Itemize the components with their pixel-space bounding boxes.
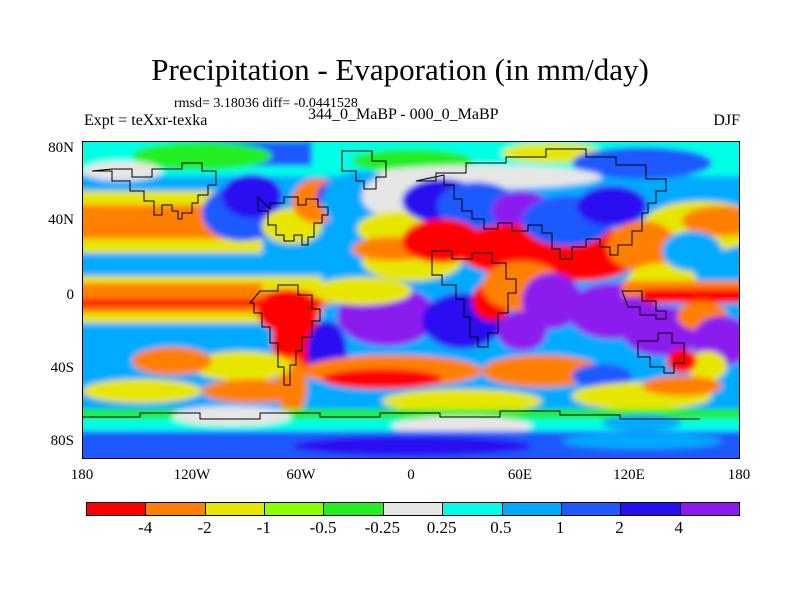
- colorbar-label: -0.5: [309, 518, 337, 537]
- lat-label-40n: 40N: [48, 212, 74, 228]
- colorbar-swatch: [146, 503, 206, 515]
- lon-label-0: 0: [407, 467, 415, 483]
- colorbar-swatch: [561, 503, 622, 515]
- colorbar-label: 0.5: [490, 518, 512, 537]
- lon-label-120e: 120E: [613, 467, 645, 483]
- colorbar-swatch: [383, 503, 444, 515]
- colorbar-label: -1: [256, 518, 271, 537]
- colorbar-label: -4: [138, 518, 153, 537]
- colorbar-swatch: [205, 503, 266, 515]
- precip-evap-map: [82, 141, 740, 459]
- colorbar-swatch: [324, 503, 384, 515]
- lat-label-40s: 40S: [50, 360, 74, 376]
- stats-label: rmsd= 3.18036 diff= -0.0441528: [174, 96, 358, 111]
- lat-label-80n: 80N: [48, 140, 74, 156]
- lat-label-80s: 80S: [50, 433, 74, 449]
- colorbar-swatch: [680, 503, 739, 515]
- colorbar: [86, 502, 740, 516]
- lat-label-0: 0: [66, 287, 75, 303]
- colorbar-label: 0.25: [426, 518, 457, 537]
- season-label: DJF: [713, 112, 740, 129]
- lon-label-60e: 60E: [507, 467, 533, 483]
- colorbar-swatch: [502, 503, 562, 515]
- lon-label-180e: 180: [727, 467, 751, 483]
- colorbar-swatch: [621, 503, 681, 515]
- colorbar-label: -2: [197, 518, 212, 537]
- colorbar-label: 1: [555, 518, 565, 537]
- plot-title: Precipitation - Evaporation (in mm/day): [151, 52, 649, 87]
- periods-label: 344_0_MaBP - 000_0_MaBP: [308, 106, 499, 123]
- colorbar-label: -0.25: [364, 518, 401, 537]
- lon-label-180w: 180: [70, 467, 94, 483]
- experiment-label: Expt = teXxr-texka: [84, 112, 208, 129]
- colorbar-label: 4: [674, 518, 683, 537]
- lon-label-60w: 60W: [286, 467, 316, 483]
- lon-label-120w: 120W: [173, 467, 211, 483]
- colorbar-swatch: [265, 503, 325, 515]
- colorbar-swatch: [87, 503, 147, 515]
- colorbar-label: 2: [615, 518, 624, 537]
- colorbar-swatch: [443, 503, 503, 515]
